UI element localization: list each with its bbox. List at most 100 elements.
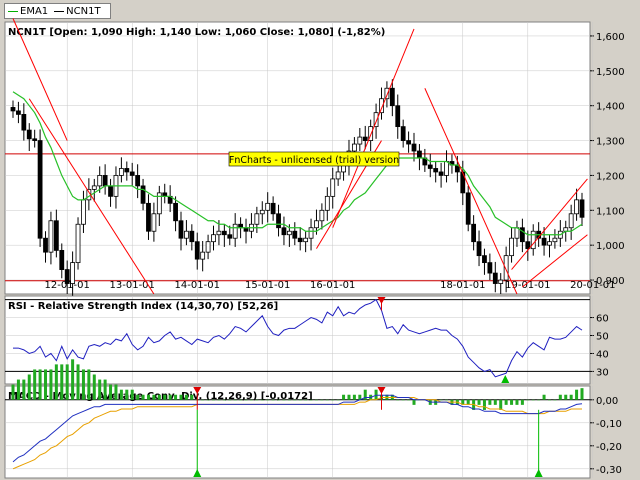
macd-histogram-bar: [71, 359, 75, 400]
macd-histogram-bar: [396, 399, 400, 401]
trend-line: [522, 234, 588, 288]
watermark-box: [228, 151, 400, 167]
candle-body: [503, 255, 509, 281]
macd-histogram-bar: [141, 394, 145, 400]
candle-body: [379, 98, 384, 114]
macd-histogram-bar: [461, 399, 465, 405]
panel-0-y-tick-label: 1,200: [596, 171, 625, 182]
macd-histogram-bar: [136, 394, 140, 400]
x-tick-label: 15-01-01: [245, 280, 290, 291]
candle-body: [178, 220, 184, 239]
macd-histogram-bar: [201, 399, 205, 401]
watermark-text: FnCharts - unlicensed (trial) version: [229, 155, 399, 166]
candle-body: [530, 230, 536, 250]
macd-histogram-bar: [27, 374, 31, 400]
candle-body: [265, 202, 271, 211]
candle-body: [384, 87, 390, 100]
macd-histogram-bar: [520, 399, 524, 405]
macd-histogram-bar: [336, 399, 340, 401]
candle-body: [227, 234, 233, 239]
macd-histogram-bar: [119, 389, 123, 400]
candle-body: [53, 220, 59, 251]
candle-body: [498, 279, 504, 284]
candle-body: [286, 230, 292, 236]
macd-histogram-bar: [60, 364, 64, 400]
candle-body: [48, 220, 54, 253]
panel-0-y-tick-label: 1,400: [596, 102, 625, 113]
panel-0-y-tick-label: 1,000: [596, 241, 625, 252]
candle-body: [97, 175, 103, 187]
chart-legend: EMA1 NCN1T: [4, 3, 111, 19]
macd-histogram-bar: [92, 374, 96, 400]
macd-histogram-bar: [190, 394, 194, 400]
macd-histogram-bar: [580, 388, 584, 400]
rsi-buy-arrow: [501, 375, 510, 383]
macd-histogram-bar: [293, 399, 297, 401]
legend-item-ncn1t: NCN1T: [54, 6, 101, 17]
macd-histogram-bar: [244, 399, 248, 401]
candle-body: [519, 227, 525, 243]
macd-histogram-bar: [287, 399, 291, 401]
candle-body: [173, 202, 178, 222]
candle-body: [417, 150, 422, 159]
candle-body: [579, 199, 585, 218]
macd-histogram-bar: [445, 399, 449, 401]
macd-histogram-bar: [266, 399, 270, 401]
macd-histogram-bar: [575, 389, 579, 400]
candle-body: [91, 185, 97, 190]
candle-body: [389, 87, 395, 107]
macd-histogram-bar: [504, 399, 508, 405]
candle-body: [281, 227, 287, 236]
macd-histogram-bar: [81, 369, 85, 400]
candle-body: [118, 168, 124, 176]
macd-histogram-bar: [282, 399, 286, 401]
macd-histogram-bar: [347, 394, 351, 400]
macd-histogram-bar: [558, 394, 562, 400]
x-tick-label: 20-01-01: [570, 280, 615, 291]
macd-histogram-bar: [488, 399, 492, 405]
panel-0-y-tick-label: 1,600: [596, 32, 625, 43]
macd-histogram-bar: [76, 364, 80, 400]
candle-body: [444, 161, 449, 176]
macd-histogram-bar: [499, 399, 503, 410]
macd-histogram-bar: [515, 399, 519, 405]
macd-histogram-bar: [228, 399, 232, 401]
macd-histogram-bar: [163, 394, 167, 400]
macd-histogram-bar: [547, 399, 551, 401]
panel-1-plot-area: [4, 295, 591, 385]
macd-histogram-bar: [98, 379, 102, 400]
macd-histogram-bar: [179, 394, 183, 400]
candle-body: [303, 237, 309, 243]
macd-histogram-bar: [342, 394, 346, 400]
candle-body: [330, 178, 336, 197]
candle-body: [482, 255, 487, 264]
macd-histogram-bar: [358, 394, 362, 400]
macd-histogram-bar: [239, 399, 243, 401]
macd-histogram-bar: [477, 399, 481, 405]
macd-buy-arrow: [534, 469, 543, 477]
macd-histogram-bar: [526, 399, 530, 401]
macd-histogram-bar: [54, 364, 58, 400]
macd-histogram-bar: [569, 394, 573, 400]
panel-1-y-tick-label: 40: [596, 349, 609, 360]
panel-0-y-tick-label: 0,900: [596, 276, 625, 287]
price-panel-title: NCN1T [Open: 1,090 High: 1,140 Low: 1,06…: [8, 27, 385, 38]
ncn1t-legend-swatch: [54, 10, 65, 12]
panel-1-y-tick-label: 30: [596, 367, 609, 378]
x-tick-label: 13-01-01: [110, 280, 155, 291]
trend-line: [424, 88, 518, 295]
candle-body: [541, 237, 547, 246]
candle-body: [525, 241, 531, 250]
candle-body: [16, 110, 21, 115]
candle-body: [259, 209, 265, 215]
candle-body: [509, 237, 514, 257]
candle-body: [81, 199, 86, 225]
macd-histogram-bar: [309, 399, 313, 401]
candle-body: [270, 202, 276, 215]
panel-2-plot-area: [4, 385, 591, 479]
macd-histogram-bar: [482, 399, 486, 410]
macd-histogram-bar: [298, 399, 302, 401]
candle-body: [492, 272, 498, 284]
panel-1-y-tick-label: 60: [596, 314, 609, 325]
